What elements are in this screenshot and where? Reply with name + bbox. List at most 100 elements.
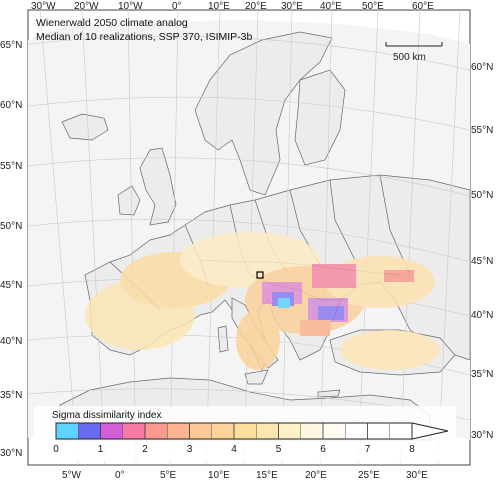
reference-location-marker [256, 271, 264, 279]
bottom-label-2: 5°E [160, 470, 177, 481]
graticule-lon-2 [81, 9, 106, 466]
legend-swatch-15 [389, 423, 413, 439]
graticule-lon-10 [399, 9, 421, 466]
right-label-5: 35°N [471, 369, 493, 380]
graticule-lon-3 [127, 9, 137, 466]
uk-outline [139, 147, 177, 226]
overlay-italy [236, 310, 280, 370]
left-label-4: 45°N [0, 280, 22, 291]
top-label-3: 0° [172, 1, 182, 12]
legend-tick-label-3: 3 [187, 444, 193, 455]
overlay-hotspot-8 [300, 320, 330, 336]
scandinavia-outline [194, 31, 333, 196]
legend-swatch-8 [234, 423, 257, 439]
bottom-label-5: 20°E [305, 470, 327, 481]
legend-tick-label-6: 6 [320, 444, 326, 455]
overlay-hotspot-5 [318, 306, 344, 320]
right-label-2: 50°N [471, 190, 493, 201]
left-label-5: 40°N [0, 336, 22, 347]
scale-bar-label: 500 km [393, 52, 426, 63]
bottom-label-0: 5°W [62, 470, 82, 481]
legend-swatch-5 [167, 423, 190, 439]
top-label-5: 20°E [245, 1, 267, 12]
legend-tick-label-7: 7 [365, 444, 371, 455]
right-axis-labels: 60°N 55°N 50°N 45°N 40°N 35°N 30°N [471, 62, 493, 441]
graticule [27, 9, 471, 466]
legend-ticks: 0 1 2 3 4 5 6 7 8 [53, 423, 415, 455]
left-label-0: 65°N [0, 40, 22, 51]
left-label-6: 35°N [0, 390, 22, 401]
sardinia-outline [217, 325, 229, 353]
legend: Sigma dissimilarity index 0 1 2 3 4 5 6 7 8 [34, 406, 456, 462]
graticule-lon-1 [39, 9, 79, 466]
legend-tick-label-1: 1 [98, 444, 104, 455]
top-label-1: 20°W [74, 1, 99, 12]
left-axis-labels: 65°N 60°N 55°N 50°N 45°N 40°N 35°N 30°N [0, 40, 22, 459]
right-label-3: 45°N [471, 256, 493, 267]
legend-swatch-1 [78, 423, 101, 439]
top-label-4: 10°E [208, 1, 230, 12]
sicily-outline [244, 369, 269, 385]
legend-colorbar [55, 422, 413, 440]
top-label-6: 30°E [281, 1, 303, 12]
legend-swatch-6 [189, 423, 213, 439]
graticule-lon-4 [169, 9, 179, 466]
scale-bar: 500 km [385, 42, 443, 63]
graticule-lat-55 [27, 157, 471, 197]
legend-swatch-11 [300, 423, 324, 439]
bottom-axis-labels: 5°W 0° 5°E 10°E 15°E 20°E 25°E 30°E [62, 470, 428, 481]
bottom-label-7: 30°E [406, 470, 428, 481]
overlay-turkey [340, 330, 440, 370]
right-label-1: 55°N [471, 125, 493, 136]
legend-title: Sigma dissimilarity index [52, 410, 161, 421]
legend-swatch-10 [278, 423, 302, 439]
legend-tick-label-0: 0 [53, 444, 59, 455]
graticule-lon-11 [437, 9, 461, 466]
legend-swatch-2 [100, 423, 124, 439]
legend-swatch-3 [122, 423, 146, 439]
legend-swatch-9 [256, 423, 279, 439]
graticule-lat-60 [27, 96, 471, 131]
left-label-7: 30°N [0, 448, 22, 459]
legend-tick-label-5: 5 [276, 444, 282, 455]
top-label-0: 30°W [31, 1, 56, 12]
finland-outline [294, 69, 346, 166]
legend-tick-label-8: 8 [409, 444, 415, 455]
graticule-lat-50 [27, 218, 471, 263]
left-label-3: 50°N [0, 221, 22, 232]
top-label-8: 50°E [362, 1, 384, 12]
legend-tick-label-4: 4 [231, 444, 237, 455]
legend-swatch-4 [145, 423, 168, 439]
legend-swatch-14 [367, 423, 391, 439]
map-title-line2: Median of 10 realizations, SSP 370, ISIM… [36, 31, 253, 43]
legend-tick-label-2: 2 [142, 444, 148, 455]
right-label-6: 30°N [471, 430, 493, 441]
legend-swatch-7 [211, 423, 235, 439]
bottom-label-3: 10°E [208, 470, 230, 481]
left-label-2: 55°N [0, 161, 22, 172]
graticule-lon-8 [319, 9, 333, 466]
legend-swatch-12 [323, 423, 346, 439]
right-label-0: 60°N [471, 62, 493, 73]
top-label-9: 60°E [412, 1, 434, 12]
iceland-outline [61, 113, 109, 141]
graticule-lon-9 [357, 9, 379, 466]
overlay-hotspot-6 [312, 264, 356, 288]
top-axis-labels: 30°W 20°W 10°W 0° 10°E 20°E 30°E 40°E 50… [31, 1, 434, 12]
graticule-lat-65 [27, 35, 471, 71]
right-label-4: 40°N [471, 310, 493, 321]
legend-swatch-13 [345, 423, 368, 439]
dissimilarity-overlay [85, 232, 440, 370]
bottom-label-6: 25°E [358, 470, 380, 481]
crete-outline [317, 389, 341, 398]
top-label-7: 40°E [320, 1, 342, 12]
map-title-line1: Wienerwald 2050 climate analog [36, 17, 188, 29]
legend-swatch-0 [56, 423, 79, 439]
bottom-label-1: 0° [115, 470, 125, 481]
bottom-label-4: 15°E [256, 470, 278, 481]
left-label-1: 60°N [0, 100, 22, 111]
top-label-2: 10°W [118, 1, 143, 12]
overlay-hotspot-7 [384, 270, 414, 282]
